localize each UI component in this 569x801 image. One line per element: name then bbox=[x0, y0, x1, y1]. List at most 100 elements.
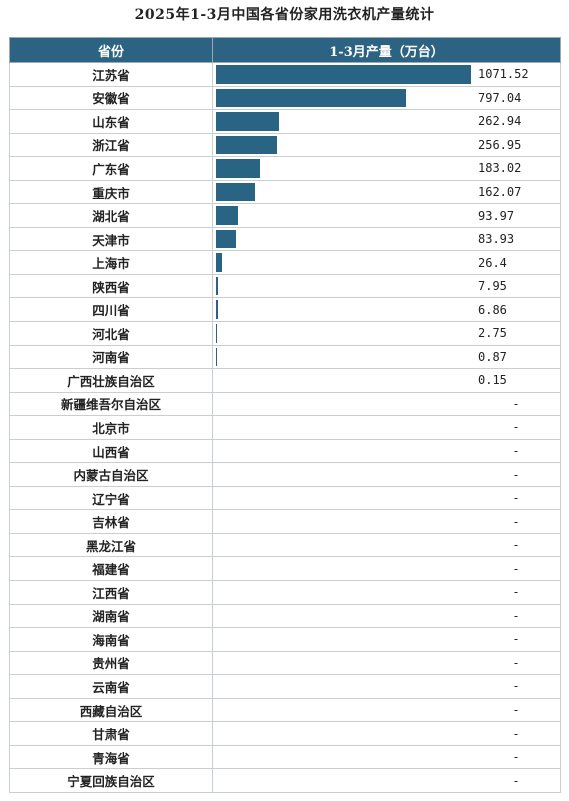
value-label: - bbox=[512, 538, 520, 553]
value-label: - bbox=[512, 420, 520, 435]
table-row: 西藏自治区 - bbox=[9, 697, 561, 723]
province-name: 宁夏回族自治区 bbox=[9, 768, 213, 793]
table-row: 重庆市 162.07 bbox=[9, 179, 561, 205]
table-row: 福建省 - bbox=[9, 556, 561, 582]
table-row: 贵州省 - bbox=[9, 650, 561, 676]
value-label: - bbox=[512, 655, 520, 670]
table-header-row: 省份 1-3月产量（万台） bbox=[9, 37, 561, 63]
table-body: 江苏省 1071.52 安徽省 797.04 山东省 262.94 浙江省 256.95 广东省… bbox=[9, 62, 561, 793]
value-label: 2.75 bbox=[478, 326, 507, 341]
province-name: 陕西省 bbox=[9, 273, 213, 299]
value-cell: - bbox=[212, 627, 561, 652]
value-cell: - bbox=[212, 415, 561, 440]
province-name: 天津市 bbox=[9, 226, 213, 252]
table-row: 海南省 - bbox=[9, 627, 561, 652]
value-cell: - bbox=[212, 485, 561, 511]
province-name: 湖南省 bbox=[9, 603, 213, 629]
value-label: 162.07 bbox=[478, 185, 522, 199]
province-name: 湖北省 bbox=[9, 203, 213, 228]
value-label: - bbox=[512, 561, 520, 576]
value-label: - bbox=[512, 396, 520, 411]
value-cell: - bbox=[212, 462, 561, 487]
province-name: 北京市 bbox=[9, 415, 213, 440]
province-name: 黑龙江省 bbox=[9, 532, 213, 558]
province-name: 四川省 bbox=[9, 297, 213, 323]
table-row: 宁夏回族自治区 - bbox=[9, 768, 561, 793]
table-row: 吉林省 - bbox=[9, 509, 561, 534]
value-label: 0.15 bbox=[478, 373, 507, 388]
table-row: 陕西省 7.95 bbox=[9, 273, 561, 299]
province-name: 甘肃省 bbox=[9, 721, 213, 746]
value-label: - bbox=[512, 608, 520, 623]
table-row: 浙江省 256.95 bbox=[9, 132, 561, 158]
value-cell: 6.86 bbox=[212, 297, 561, 323]
province-name: 山西省 bbox=[9, 438, 213, 464]
value-cell: 256.95 bbox=[212, 132, 561, 158]
bar-mark bbox=[216, 159, 260, 178]
bar-mark bbox=[216, 206, 239, 225]
value-cell: - bbox=[212, 509, 561, 534]
value-label: - bbox=[512, 703, 520, 718]
province-name: 重庆市 bbox=[9, 179, 213, 205]
value-cell: 0.15 bbox=[212, 368, 561, 393]
value-label: 797.04 bbox=[478, 90, 522, 105]
table-row: 甘肃省 - bbox=[9, 721, 561, 746]
table-row: 河北省 2.75 bbox=[9, 321, 561, 346]
province-name: 贵州省 bbox=[9, 650, 213, 676]
province-name: 上海市 bbox=[9, 250, 213, 275]
province-name: 广东省 bbox=[9, 156, 213, 181]
value-cell: - bbox=[212, 650, 561, 676]
table-row: 河南省 0.87 bbox=[9, 344, 561, 370]
column-header-province: 省份 bbox=[9, 37, 213, 63]
value-label: - bbox=[512, 585, 520, 600]
table-row: 山西省 - bbox=[9, 438, 561, 464]
value-cell: - bbox=[212, 438, 561, 464]
value-cell: - bbox=[212, 721, 561, 746]
value-cell: - bbox=[212, 556, 561, 582]
value-label: 26.4 bbox=[478, 255, 507, 270]
bar-mark bbox=[216, 229, 236, 249]
table-row: 湖北省 93.97 bbox=[9, 203, 561, 228]
province-name: 云南省 bbox=[9, 674, 213, 699]
province-name: 江西省 bbox=[9, 580, 213, 605]
bar-mark bbox=[216, 112, 279, 131]
bar-mark bbox=[216, 300, 218, 320]
value-cell: - bbox=[212, 391, 561, 417]
province-name: 西藏自治区 bbox=[9, 697, 213, 723]
province-name: 广西壮族自治区 bbox=[9, 368, 213, 393]
bar-mark bbox=[216, 324, 217, 343]
table-row: 新疆维吾尔自治区 - bbox=[9, 391, 561, 417]
bar-mark bbox=[216, 276, 218, 296]
value-label: 183.02 bbox=[478, 161, 522, 176]
value-label: - bbox=[512, 491, 520, 506]
value-label: 83.93 bbox=[478, 232, 515, 247]
bar-mark bbox=[216, 65, 471, 84]
value-label: 93.97 bbox=[478, 208, 515, 223]
province-name: 海南省 bbox=[9, 627, 213, 652]
table-row: 黑龙江省 - bbox=[9, 532, 561, 558]
value-cell: 262.94 bbox=[212, 109, 561, 134]
value-label: 1071.52 bbox=[478, 67, 529, 82]
value-label: 262.94 bbox=[478, 114, 522, 129]
value-cell: - bbox=[212, 674, 561, 699]
table-row: 江西省 - bbox=[9, 580, 561, 605]
province-name: 河南省 bbox=[9, 344, 213, 370]
table-row: 四川省 6.86 bbox=[9, 297, 561, 323]
value-cell: - bbox=[212, 532, 561, 558]
province-name: 内蒙古自治区 bbox=[9, 462, 213, 487]
province-name: 山东省 bbox=[9, 109, 213, 134]
value-cell: 93.97 bbox=[212, 203, 561, 228]
value-label: - bbox=[512, 726, 520, 741]
value-cell: 7.95 bbox=[212, 273, 561, 299]
province-name: 辽宁省 bbox=[9, 485, 213, 511]
bar-mark bbox=[216, 88, 406, 108]
value-cell: - bbox=[212, 580, 561, 605]
table-row: 上海市 26.4 bbox=[9, 250, 561, 275]
bar-mark bbox=[216, 135, 278, 155]
production-table: 省份 1-3月产量（万台） 江苏省 1071.52 安徽省 797.04 山东省 262.… bbox=[9, 37, 561, 793]
value-cell: 2.75 bbox=[212, 321, 561, 346]
value-label: 256.95 bbox=[478, 137, 522, 152]
value-cell: - bbox=[212, 603, 561, 629]
bar-mark bbox=[216, 253, 223, 272]
value-cell: 162.07 bbox=[212, 179, 561, 205]
